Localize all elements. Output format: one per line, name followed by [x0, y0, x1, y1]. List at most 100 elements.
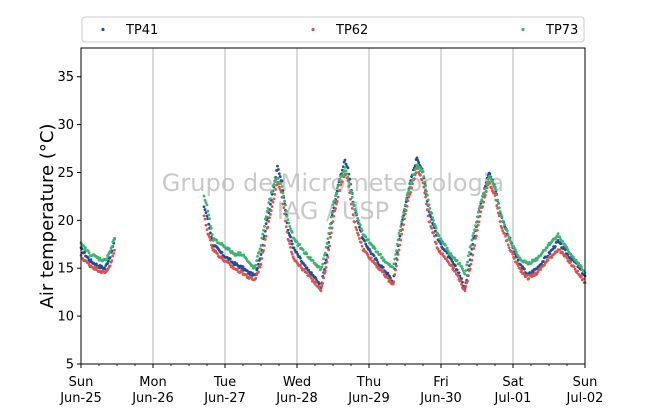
- data-point: [381, 270, 385, 274]
- data-point: [464, 269, 468, 272]
- data-point: [269, 213, 272, 216]
- data-point: [103, 267, 107, 271]
- data-point: [434, 226, 438, 230]
- data-point: [299, 256, 302, 260]
- data-point: [108, 256, 112, 259]
- data-point: [286, 218, 290, 222]
- data-point: [478, 204, 482, 208]
- data-point: [546, 258, 550, 262]
- data-point: [209, 243, 213, 247]
- data-point: [279, 182, 283, 185]
- data-point: [255, 259, 259, 262]
- data-point: [396, 253, 400, 256]
- data-point: [203, 208, 207, 211]
- data-point: [207, 233, 211, 237]
- data-point: [324, 245, 328, 249]
- data-point: [479, 210, 483, 214]
- data-point: [394, 268, 397, 272]
- data-point: [282, 194, 286, 198]
- data-point: [484, 183, 488, 186]
- data-point: [257, 270, 260, 274]
- data-point: [290, 230, 294, 234]
- data-point: [334, 194, 337, 198]
- data-point: [106, 262, 109, 265]
- data-point: [430, 211, 434, 215]
- data-point: [317, 265, 321, 269]
- data-point: [465, 263, 469, 267]
- data-point: [395, 249, 398, 253]
- data-point: [241, 265, 245, 269]
- data-point: [404, 197, 408, 201]
- data-point: [489, 177, 493, 180]
- data-point: [305, 252, 309, 256]
- data-point: [423, 191, 427, 195]
- data-point: [105, 257, 109, 261]
- data-point: [407, 188, 411, 192]
- data-point: [414, 167, 418, 170]
- data-point: [581, 277, 585, 281]
- data-point: [335, 200, 339, 203]
- data-point: [343, 158, 347, 162]
- data-point: [265, 209, 269, 213]
- data-point: [309, 256, 312, 259]
- data-point: [344, 169, 348, 173]
- data-point: [320, 265, 324, 269]
- data-point: [401, 215, 404, 219]
- data-point: [303, 264, 307, 267]
- data-point: [573, 267, 577, 271]
- data-point: [253, 266, 257, 270]
- data-point: [215, 238, 219, 242]
- data-point: [269, 209, 273, 213]
- y-tick-label: 10: [57, 310, 74, 325]
- x-tick-label-date: Jun-26: [131, 391, 174, 406]
- x-tick-label-day: Fri: [433, 375, 449, 390]
- data-point: [349, 197, 352, 201]
- data-point: [209, 224, 212, 228]
- data-point: [491, 182, 495, 186]
- data-point: [216, 252, 219, 256]
- data-point: [307, 268, 311, 272]
- data-point: [495, 204, 499, 208]
- data-point: [299, 266, 303, 270]
- data-point: [502, 220, 506, 223]
- data-point: [395, 264, 398, 268]
- data-point: [561, 250, 564, 254]
- data-point: [281, 191, 285, 195]
- data-point: [513, 256, 516, 260]
- x-axis: SunJun-25MonJun-26TueJun-27WedJun-28ThuJ…: [59, 364, 603, 406]
- data-point: [266, 225, 270, 229]
- legend-label-TP62: TP62: [335, 23, 368, 38]
- x-tick-label-day: Mon: [139, 375, 166, 390]
- data-point: [510, 250, 514, 253]
- data-point: [542, 263, 546, 267]
- data-point: [296, 253, 300, 256]
- data-point: [438, 249, 442, 253]
- data-point: [400, 232, 404, 236]
- data-point: [254, 276, 258, 280]
- data-point: [351, 213, 355, 217]
- data-point: [467, 274, 470, 278]
- data-point: [428, 220, 432, 224]
- data-point: [209, 226, 213, 230]
- data-point: [256, 255, 259, 258]
- data-point: [516, 258, 520, 262]
- y-axis-label: Air temperature (°C): [37, 124, 58, 309]
- legend: TP41 TP62 TP73: [81, 16, 585, 43]
- data-point: [113, 248, 116, 252]
- y-axis: 5 10 15 20 25 30 35: [57, 70, 81, 373]
- data-point: [208, 236, 211, 239]
- data-point: [336, 195, 340, 199]
- data-point: [566, 248, 570, 252]
- data-point: [405, 193, 409, 197]
- data-point: [257, 262, 260, 266]
- data-point: [576, 269, 580, 273]
- data-point: [82, 244, 86, 248]
- data-point: [403, 203, 407, 207]
- data-point: [375, 258, 379, 262]
- data-point: [325, 260, 329, 264]
- data-point: [228, 257, 232, 261]
- data-point: [346, 166, 350, 170]
- data-point: [349, 189, 352, 193]
- data-point: [209, 231, 212, 235]
- data-point: [111, 254, 115, 258]
